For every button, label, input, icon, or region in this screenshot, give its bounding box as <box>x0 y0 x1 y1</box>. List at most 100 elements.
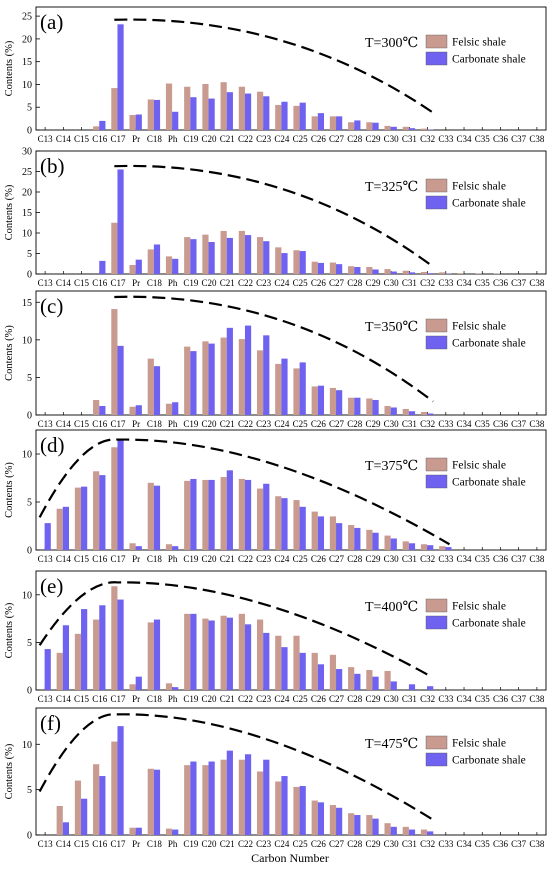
legend: Felsic shale Carbonate shale <box>425 318 526 350</box>
felsic-bar <box>238 613 245 690</box>
x-tick-label: C23 <box>256 278 272 288</box>
legend-swatch-felsic <box>425 598 448 613</box>
carbonate-bar <box>244 325 252 415</box>
felsic-bar <box>293 635 300 690</box>
legend: Felsic shale Carbonate shale <box>425 457 526 489</box>
carbonate-bar <box>117 439 124 550</box>
carbonate-bar <box>117 599 124 690</box>
x-tick-label: C31 <box>402 694 417 704</box>
carbonate-bar <box>226 750 233 835</box>
carbonate-bar <box>172 402 179 415</box>
x-tick-label: C25 <box>293 694 309 704</box>
carbonate-bar <box>317 802 325 835</box>
felsic-bar <box>111 309 118 415</box>
felsic-bar <box>56 652 63 690</box>
y-tick-label: 5 <box>27 785 32 796</box>
x-tick-label: C34 <box>457 278 473 288</box>
felsic-bar <box>256 91 264 130</box>
x-tick-label: C13 <box>38 134 54 144</box>
legend-label: Carbonate shale <box>452 198 526 210</box>
legend-label: Felsic shale <box>452 181 506 193</box>
felsic-bar <box>420 128 428 130</box>
carbonate-bar <box>99 776 106 835</box>
felsic-bar <box>184 237 191 274</box>
carbonate-bar <box>81 486 88 550</box>
felsic-bar <box>329 516 337 550</box>
x-tick-label: C15 <box>74 134 90 144</box>
x-tick-label: C16 <box>92 694 108 704</box>
carbonate-bar <box>208 479 215 550</box>
x-tick-label: C38 <box>529 839 545 849</box>
carbonate-bar <box>408 684 416 690</box>
carbonate-bar <box>117 345 124 415</box>
envelope-curve <box>38 581 432 678</box>
x-tick-label: C32 <box>420 694 435 704</box>
legend-label: Felsic shale <box>452 37 506 49</box>
x-tick-label: C29 <box>365 419 381 429</box>
x-tick-label: C16 <box>92 134 108 144</box>
x-tick-label: C19 <box>183 554 199 564</box>
felsic-bar <box>311 386 318 415</box>
x-tick-label: C32 <box>420 419 435 429</box>
felsic-bar <box>366 815 373 835</box>
x-tick-label: C33 <box>438 134 454 144</box>
carbonate-bar <box>390 538 397 550</box>
y-tick-label: 0 <box>27 686 32 697</box>
x-tick-label: C31 <box>402 554 417 564</box>
x-tick-label: C32 <box>420 839 435 849</box>
y-tick-label: 10 <box>22 740 32 751</box>
felsic-bar <box>184 613 191 690</box>
x-tick-label: C26 <box>311 554 327 564</box>
felsic-bar <box>420 544 428 550</box>
temperature-label: T=350℃ <box>365 320 418 335</box>
temperature-label: T=375℃ <box>365 459 418 474</box>
carbonate-bar <box>299 506 306 550</box>
carbonate-bar <box>226 617 233 690</box>
x-tick-label: C38 <box>529 419 545 429</box>
x-tick-label: C26 <box>311 278 327 288</box>
carbonate-bar <box>81 798 88 835</box>
plot-frame <box>35 570 547 691</box>
felsic-bar <box>275 247 282 274</box>
x-tick-label: C37 <box>511 134 527 144</box>
felsic-bar <box>329 654 337 690</box>
x-tick-label: C23 <box>256 839 272 849</box>
envelope-curve <box>38 713 432 820</box>
legend-label: Felsic shale <box>452 738 506 750</box>
legend-swatch-carbonate <box>425 51 448 66</box>
carbonate-bar <box>226 327 233 415</box>
x-tick-label: C37 <box>511 278 527 288</box>
carbonate-bar <box>226 92 233 130</box>
x-tick-label: C14 <box>56 419 72 429</box>
carbonate-bar <box>44 649 51 690</box>
carbonate-bar <box>408 411 416 415</box>
x-tick-label: C20 <box>202 839 218 849</box>
carbonate-bar <box>281 776 288 835</box>
x-tick-label: C30 <box>384 134 400 144</box>
felsic-bar <box>439 272 446 274</box>
felsic-bar <box>129 264 136 274</box>
x-tick-label: C15 <box>74 419 90 429</box>
x-tick-label: C34 <box>457 134 473 144</box>
carbonate-bar <box>99 120 106 130</box>
x-tick-label: C25 <box>293 554 309 564</box>
felsic-bar <box>147 768 154 835</box>
carbonate-bar <box>317 516 325 550</box>
x-tick-label: C18 <box>147 554 163 564</box>
x-tick-label: C23 <box>256 419 272 429</box>
carbonate-bar <box>263 335 270 415</box>
x-tick-label: C36 <box>493 278 509 288</box>
x-tick-label: C34 <box>457 554 473 564</box>
carbonate-bar <box>153 366 161 415</box>
x-tick-label: C29 <box>365 839 381 849</box>
felsic-bar <box>402 826 409 835</box>
x-tick-label: C36 <box>493 839 509 849</box>
legend-swatch-carbonate <box>425 195 448 210</box>
x-tick-label: C21 <box>220 694 235 704</box>
felsic-bar <box>311 800 318 835</box>
x-tick-label: C22 <box>238 134 253 144</box>
felsic-bar <box>256 771 264 835</box>
felsic-bar <box>256 237 264 274</box>
felsic-bar <box>384 269 391 274</box>
